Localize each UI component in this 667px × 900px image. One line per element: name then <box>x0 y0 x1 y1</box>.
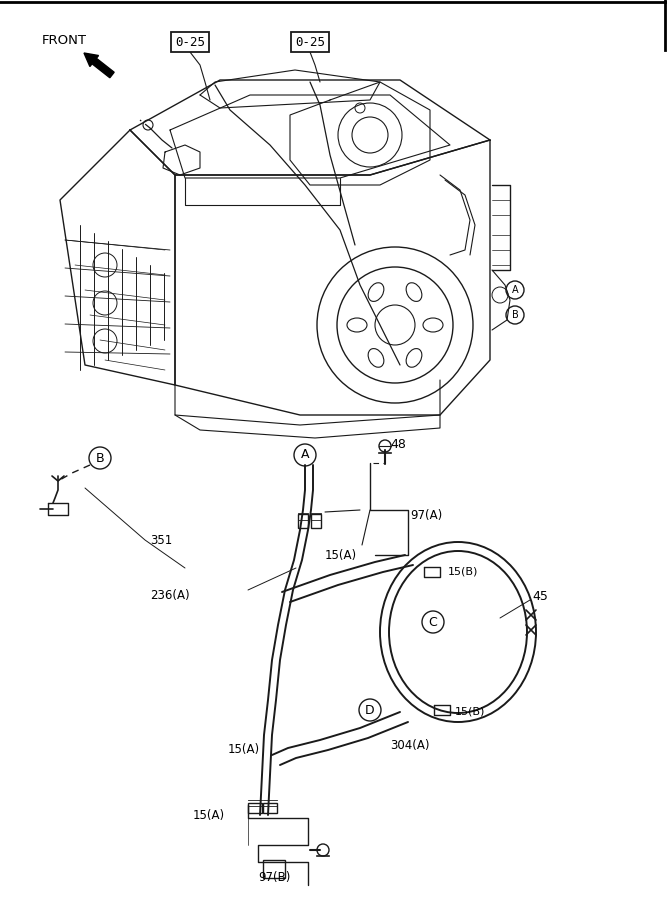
Text: 15(A): 15(A) <box>193 808 225 822</box>
Text: 304(A): 304(A) <box>390 739 430 752</box>
Text: 48: 48 <box>390 438 406 452</box>
FancyArrow shape <box>84 53 114 77</box>
Text: B: B <box>512 310 518 320</box>
Text: 0-25: 0-25 <box>295 35 325 49</box>
Text: FRONT: FRONT <box>42 33 87 47</box>
Text: 15(B): 15(B) <box>455 707 486 717</box>
Text: 236(A): 236(A) <box>150 589 189 601</box>
Text: 97(A): 97(A) <box>410 508 442 521</box>
Text: C: C <box>429 616 438 628</box>
Text: D: D <box>366 704 375 716</box>
Text: 15(A): 15(A) <box>325 548 357 562</box>
Text: A: A <box>301 448 309 462</box>
Text: A: A <box>512 285 518 295</box>
Text: 45: 45 <box>532 590 548 602</box>
Text: 15(A): 15(A) <box>228 743 260 757</box>
Text: 97(B): 97(B) <box>258 870 290 884</box>
Text: B: B <box>95 452 104 464</box>
Bar <box>311 514 321 528</box>
Bar <box>298 514 308 528</box>
Bar <box>248 803 262 813</box>
Text: 0-25: 0-25 <box>175 35 205 49</box>
Text: 15(B): 15(B) <box>448 567 478 577</box>
Bar <box>263 860 285 878</box>
Bar <box>263 803 277 813</box>
Text: 351: 351 <box>150 534 172 546</box>
